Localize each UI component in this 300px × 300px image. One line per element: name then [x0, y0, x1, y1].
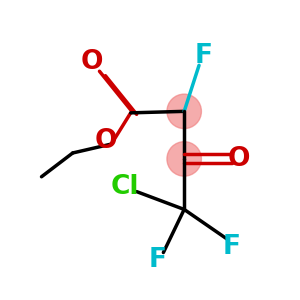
Text: F: F [194, 44, 212, 69]
Circle shape [167, 94, 201, 129]
Text: O: O [81, 49, 103, 75]
Text: O: O [228, 146, 250, 172]
Text: F: F [223, 234, 241, 260]
Text: O: O [94, 128, 117, 154]
Text: Cl: Cl [110, 174, 139, 200]
Text: F: F [148, 247, 166, 273]
Circle shape [167, 142, 201, 176]
